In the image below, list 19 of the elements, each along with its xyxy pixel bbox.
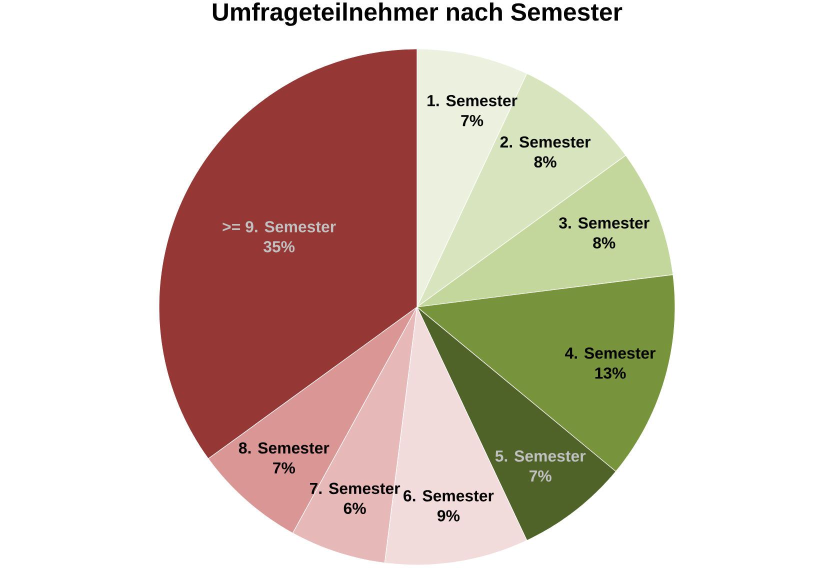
data-label: 7%	[273, 462, 296, 474]
slice-label: 7. Semester	[310, 482, 400, 494]
slice-label: 8. Semester	[238, 442, 330, 454]
slice-label: 5. Semester	[495, 450, 586, 462]
slice-label: 6. Semester	[404, 490, 494, 502]
slice-label: 1. Semester	[428, 95, 518, 106]
slice-label: 4. Semester	[565, 348, 656, 359]
slice-label: 3. Semester	[558, 217, 650, 229]
data-label: 35%	[263, 241, 295, 252]
chart-title: Umfrageteilnehmer nach Semester	[212, 2, 622, 26]
data-label: 6%	[344, 502, 366, 514]
slice-label: >= 9. Semester	[222, 221, 336, 232]
data-label: 13%	[595, 367, 626, 379]
data-label: 8%	[593, 237, 616, 249]
data-label: 7%	[461, 114, 484, 126]
data-label: 8%	[534, 156, 556, 168]
slice-label: 2. Semester	[500, 136, 591, 148]
data-label: 7%	[530, 470, 552, 482]
data-label: 9%	[438, 510, 460, 522]
